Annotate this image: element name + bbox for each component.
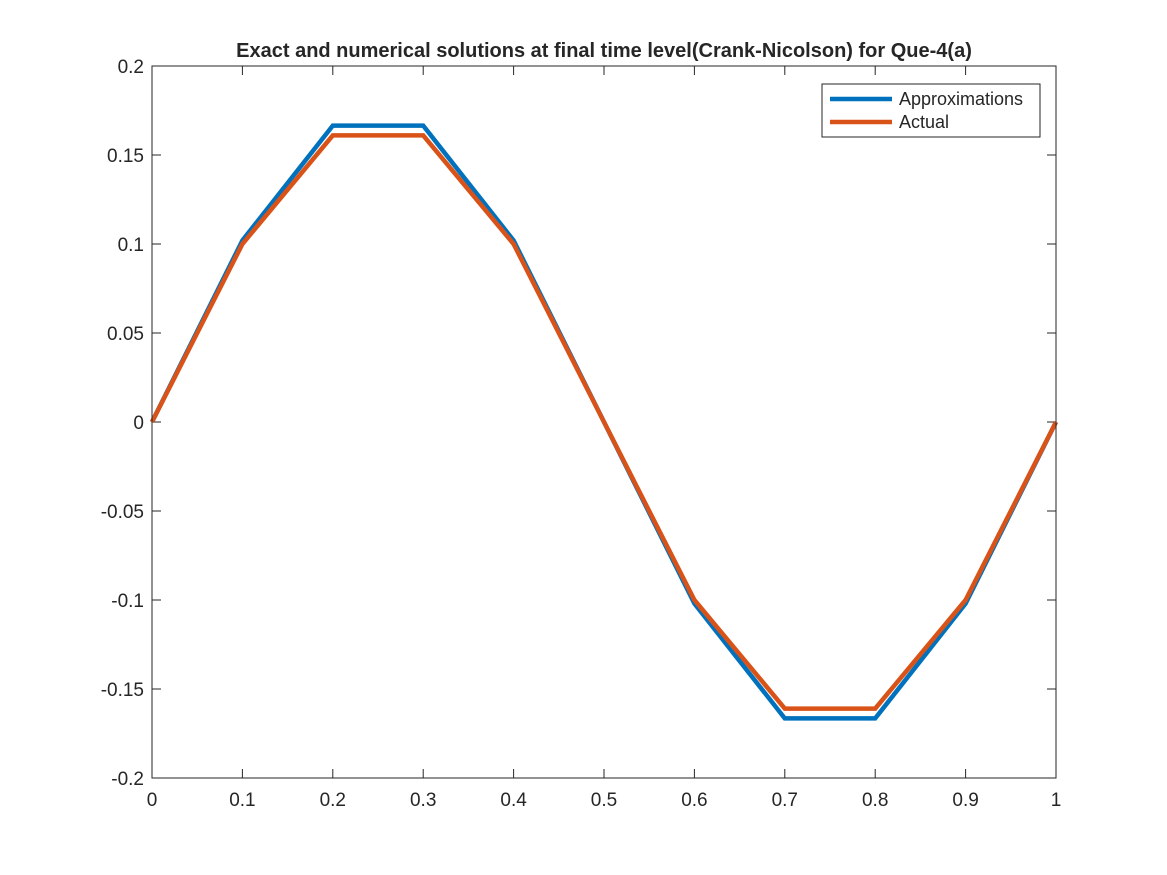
x-tick-label: 0.4 [500, 790, 527, 811]
legend: Approximations Actual [821, 83, 1041, 138]
y-tick-label: -0.2 [111, 769, 144, 790]
x-tick-label: 0.6 [681, 790, 707, 811]
y-tick-label: -0.05 [101, 502, 144, 523]
y-tick-label: 0.05 [107, 324, 144, 345]
y-axis: -0.2 -0.15 -0.1 -0.05 0 0.05 0.1 0.15 0.2 [101, 57, 1056, 790]
y-tick-label: 0 [133, 413, 144, 434]
x-tick-label: 0.2 [320, 790, 346, 811]
x-axis: 0 0.1 0.2 0.3 0.4 0.5 0.6 0.7 0.8 0.9 1 [147, 66, 1062, 811]
x-tick-label: 0.1 [229, 790, 255, 811]
chart-title: Exact and numerical solutions at final t… [236, 40, 972, 62]
x-tick-label: 0 [147, 790, 158, 811]
x-tick-label: 0.5 [591, 790, 617, 811]
x-tick-label: 1 [1051, 790, 1062, 811]
legend-box [821, 83, 1041, 138]
y-tick-label: -0.15 [101, 680, 144, 701]
y-tick-label: 0.2 [118, 57, 144, 78]
y-tick-label: -0.1 [111, 591, 144, 612]
y-tick-label: 0.15 [107, 146, 144, 167]
x-tick-label: 0.9 [952, 790, 978, 811]
legend-label: Actual [899, 112, 949, 132]
y-tick-label: 0.1 [118, 235, 144, 256]
x-tick-label: 0.7 [772, 790, 798, 811]
legend-label: Approximations [899, 89, 1023, 109]
x-tick-label: 0.3 [410, 790, 436, 811]
x-tick-label: 0.8 [862, 790, 888, 811]
plot-frame [151, 65, 1057, 779]
